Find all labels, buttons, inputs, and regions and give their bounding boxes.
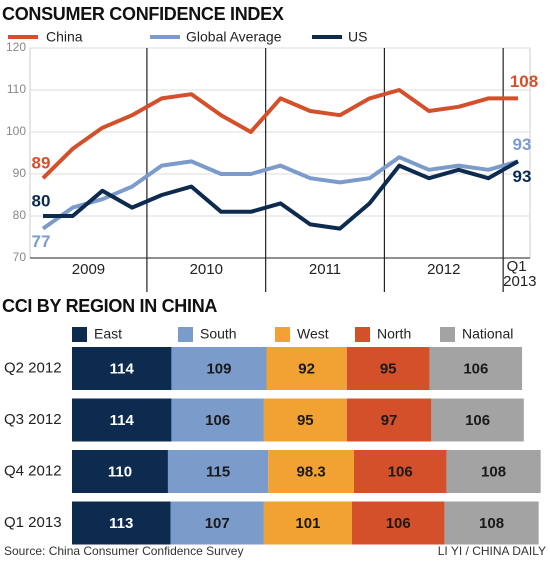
bar-segment [446,450,541,493]
value-label: 106 [386,515,411,532]
row-label: Q2 2012 [4,359,62,376]
value-label: 110 [108,463,132,480]
credit: LI YI / CHINA DAILY [438,544,546,558]
x-group-label: 2010 [189,261,223,278]
value-label: 106 [463,360,488,377]
x-group-label: 2009 [71,261,106,278]
value-label: 95 [297,412,314,429]
bar-segment [351,501,445,545]
y-tick-label: 110 [7,82,26,96]
value-label: 98.3 [297,463,326,480]
data-label: 77 [32,232,51,251]
value-label: 97 [381,412,398,429]
x-group-label: Q1 2013 [503,258,537,290]
legend-label: South [200,326,237,342]
value-label: 109 [206,360,231,377]
legend-label: National [462,326,513,342]
row-label: Q4 2012 [4,462,62,479]
data-label: 80 [32,191,51,210]
row-label: Q3 2012 [4,411,62,428]
legend-swatch [440,327,455,342]
bar-segment [444,501,539,545]
bar-segment [72,398,172,442]
y-tick-label: 70 [13,250,27,264]
bar-segment [72,347,172,390]
bar-segment [353,450,447,493]
legend-label: West [297,326,329,342]
bar-segment [72,450,168,493]
bar-segment [263,501,352,545]
value-label: 107 [205,515,230,532]
y-tick-label: 90 [13,166,27,180]
value-label: 108 [479,515,504,532]
value-label: 95 [380,360,397,377]
value-label: 101 [295,515,320,532]
data-label: 108 [510,72,538,91]
plot-area [29,47,531,259]
bar-segment [170,501,264,545]
source: Source: China Consumer Confidence Survey [4,544,243,558]
value-label: 115 [206,463,230,480]
value-label: 92 [298,360,315,377]
legend-label: China [46,29,83,45]
legend-label: East [94,326,122,342]
value-label: 106 [388,463,413,480]
bar-segment [263,398,347,442]
bar-segment [346,398,432,442]
value-label: 114 [110,412,135,429]
bar-segment [266,347,347,390]
y-tick-label: 120 [6,40,26,54]
bar-segment [171,398,264,442]
value-label: 108 [481,463,506,480]
legend-label: US [348,29,367,45]
y-tick-label: 80 [13,208,27,222]
data-label: 89 [32,154,51,173]
bar-segment [72,501,171,545]
legend-swatch [178,327,193,342]
y-tick-label: 100 [6,124,26,138]
x-group-label: 2012 [427,261,461,278]
bar-chart-title: CCI BY REGION IN CHINA [2,296,217,316]
bar-segment [167,450,269,493]
legend-label: Global Average [186,29,282,45]
bar-segment [431,398,524,442]
line-series [43,159,519,231]
data-label: 93 [513,167,532,186]
value-label: 106 [465,412,490,429]
bar-segment [429,347,523,390]
legend-swatch [275,327,290,342]
row-label: Q1 2013 [4,514,62,531]
bar-segment [171,347,267,390]
legend-label: North [377,326,411,342]
value-label: 106 [205,412,230,429]
x-group-label: 2011 [308,261,342,278]
bar-segment [346,347,430,390]
line-chart-title: CONSUMER CONFIDENCE INDEX [2,4,284,24]
legend-swatch [72,327,87,342]
line-series [41,155,519,231]
bar-segment [268,450,354,493]
line-series [41,88,518,180]
legend-swatch [355,327,370,342]
value-label: 114 [110,360,135,377]
data-label: 93 [513,135,532,154]
value-label: 113 [109,515,133,532]
